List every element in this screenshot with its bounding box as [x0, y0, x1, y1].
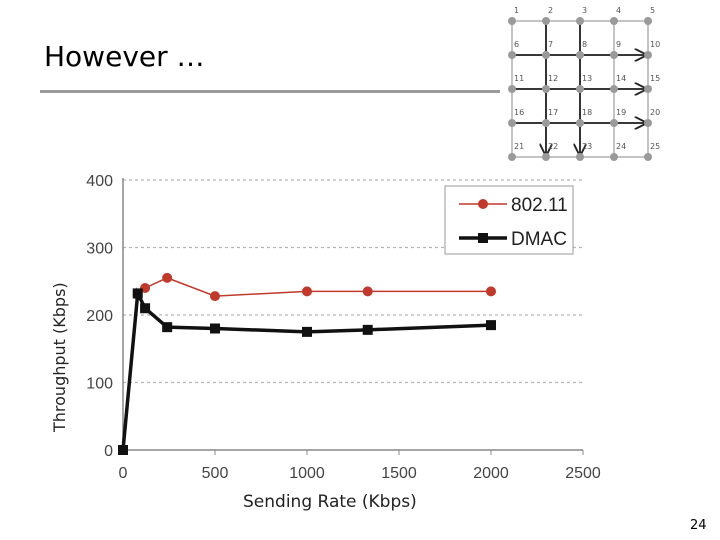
grid-node-label: 16 — [514, 108, 524, 117]
x-tick-label: 1000 — [289, 465, 325, 482]
grid-node-label: 1 — [514, 6, 519, 15]
grid-node-label: 21 — [514, 142, 524, 151]
grid-node-label: 4 — [616, 6, 621, 15]
grid-node-label: 22 — [548, 142, 558, 151]
grid-node-label: 13 — [582, 74, 592, 83]
grid-node — [542, 153, 550, 161]
data-point — [486, 286, 496, 297]
y-tick-label: 400 — [86, 173, 113, 190]
data-point — [362, 286, 373, 297]
x-axis-label: Sending Rate (Kbps) — [243, 492, 417, 512]
x-tick-label: 500 — [202, 465, 229, 482]
grid-node — [576, 51, 584, 59]
grid-node — [576, 85, 584, 93]
series-line-dmac — [121, 287, 492, 451]
grid-node — [610, 119, 618, 127]
grid-node-label: 10 — [650, 40, 660, 49]
grid-node-label: 3 — [582, 6, 587, 15]
data-point — [210, 291, 220, 302]
grid-node — [610, 85, 618, 93]
x-tick-label: 2500 — [565, 465, 601, 482]
data-point — [162, 322, 173, 333]
legend-label: 802.11 — [511, 195, 568, 216]
grid-node-label: 19 — [616, 108, 626, 117]
data-point — [210, 323, 220, 334]
slide-number: 24 — [690, 518, 707, 533]
grid-node — [508, 51, 516, 59]
data-point — [132, 288, 143, 299]
x-tick-label: 0 — [119, 465, 128, 482]
grid-node — [508, 17, 516, 25]
grid-node — [508, 85, 516, 93]
data-point — [302, 286, 312, 297]
grid-node — [610, 17, 618, 25]
x-tick-label: 2000 — [473, 465, 509, 482]
grid-node-label: 25 — [650, 142, 660, 151]
grid-node — [610, 51, 618, 59]
grid-node-label: 17 — [548, 108, 558, 117]
grid-node-label: 15 — [650, 74, 660, 83]
y-axis-label: Throughput (Kbps) — [50, 282, 69, 432]
grid-node-label: 2 — [548, 6, 553, 15]
grid-node — [644, 119, 652, 127]
grid-node-label: 8 — [582, 40, 587, 49]
data-point — [486, 320, 496, 331]
grid-node-label: 7 — [548, 40, 553, 49]
x-tick-label: 1500 — [381, 465, 417, 482]
legend-marker — [478, 233, 488, 243]
grid-node-label: 5 — [650, 6, 655, 15]
data-point — [118, 445, 128, 455]
data-point — [162, 272, 173, 283]
data-point — [362, 324, 373, 335]
grid-node — [542, 51, 550, 59]
legend-label: DMAC — [511, 229, 567, 250]
grid-node-label: 9 — [616, 40, 621, 49]
grid-node — [644, 51, 652, 59]
grid-node-label: 23 — [582, 142, 592, 151]
grid-node — [644, 85, 652, 93]
series-line-802-11 — [122, 277, 491, 451]
grid-node — [576, 17, 584, 25]
grid-node-label: 18 — [582, 108, 592, 117]
y-tick-label: 100 — [86, 376, 113, 393]
grid-node — [576, 119, 584, 127]
legend-box — [444, 185, 574, 255]
y-tick-label: 0 — [104, 443, 113, 460]
grid-node — [542, 85, 550, 93]
grid-node — [542, 17, 550, 25]
grid-node — [508, 119, 516, 127]
y-tick-label: 200 — [86, 308, 113, 325]
grid-node — [542, 119, 550, 127]
grid-node-label: 14 — [616, 74, 626, 83]
grid-node — [644, 17, 652, 25]
grid-node-label: 6 — [514, 40, 519, 49]
slide-title: However … — [44, 40, 205, 73]
y-tick-label: 300 — [86, 241, 113, 258]
legend-marker — [478, 199, 488, 209]
grid-node-label: 12 — [548, 74, 558, 83]
data-point — [302, 326, 312, 337]
title-divider — [40, 90, 500, 93]
grid-node-label: 11 — [514, 74, 524, 83]
grid-node — [576, 153, 584, 161]
grid-node — [508, 153, 516, 161]
grid-node — [644, 153, 652, 161]
grid-node-label: 24 — [616, 142, 626, 151]
grid-node-label: 20 — [650, 108, 660, 117]
grid-node — [610, 153, 618, 161]
data-point — [140, 303, 151, 314]
